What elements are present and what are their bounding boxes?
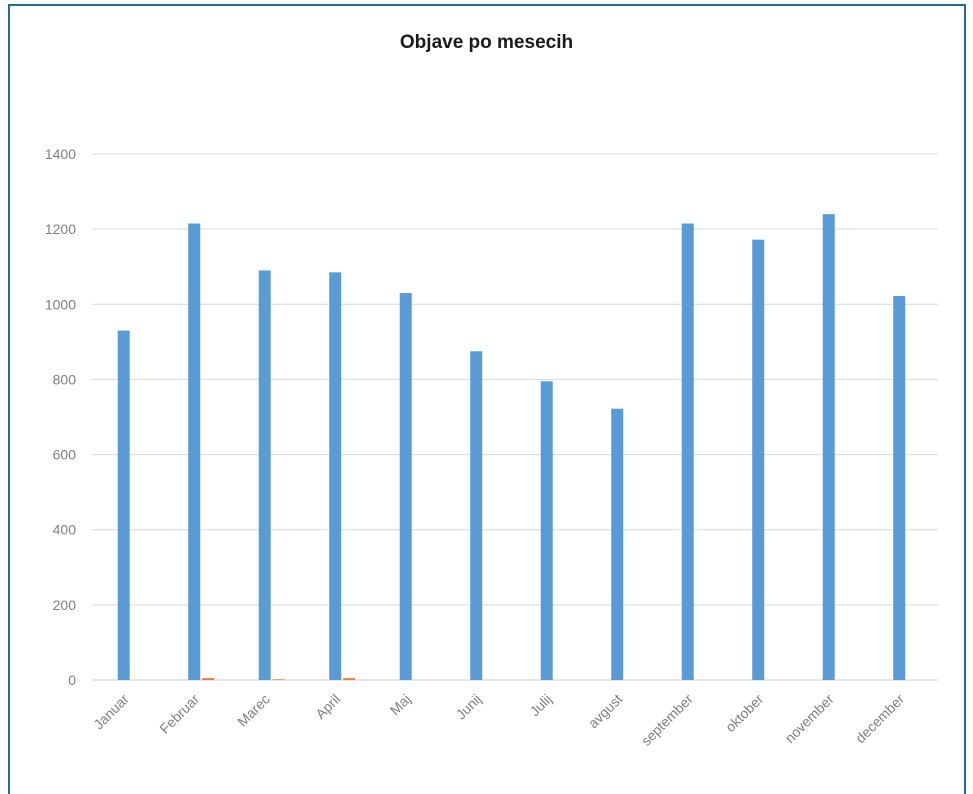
bar-marec-series-2	[272, 679, 285, 680]
bars	[117, 214, 906, 681]
y-tick-label: 200	[53, 597, 77, 613]
y-tick-label: 1200	[45, 221, 76, 237]
x-tick-label-julij: Julij	[526, 691, 554, 719]
bar-april-series-1	[329, 272, 342, 680]
chart-frame	[8, 4, 966, 794]
bar-junij-series-1	[470, 351, 483, 680]
y-tick-label: 800	[53, 371, 77, 387]
y-tick-label: 1400	[45, 146, 76, 162]
x-tick-labels: Januar Februar Marec April Maj Junij Julij avgu…	[90, 691, 907, 749]
x-tick-label-april: April	[312, 691, 343, 722]
x-tick-label-januar: Januar	[90, 691, 132, 733]
bar-februar-series-2	[202, 678, 215, 680]
bar-marec-series-1	[258, 270, 271, 680]
bar-maj-series-1	[399, 293, 412, 680]
y-tick-label: 400	[53, 522, 77, 538]
x-tick-label-december: december	[852, 691, 908, 747]
y-tick-labels: 0 200 400 600 800 1000 1200 1400	[45, 146, 76, 688]
bar-december-series-1	[893, 296, 906, 680]
x-tick-label-oktober: oktober	[722, 691, 767, 736]
chart-title: Objave po mesecih	[399, 32, 574, 53]
bar-januar-series-1	[117, 330, 130, 680]
bar-februar-series-1	[188, 223, 201, 680]
bar-julij-series-1	[540, 381, 553, 680]
x-tick-label-februar: Februar	[156, 691, 202, 737]
bar-september-series-1	[681, 223, 694, 680]
bar-april-series-2	[343, 678, 356, 680]
x-tick-label-marec: Marec	[234, 691, 273, 730]
bar-november-series-1	[822, 214, 835, 680]
x-tick-label-junij: Junij	[453, 691, 485, 723]
x-tick-label-maj: Maj	[387, 691, 414, 718]
x-tick-label-avgust: avgust	[585, 691, 626, 732]
y-tick-label: 0	[68, 672, 76, 688]
x-tick-label-september: september	[638, 691, 696, 749]
gridlines	[92, 153, 938, 681]
y-tick-label: 600	[53, 447, 77, 463]
x-tick-label-november: november	[782, 691, 838, 747]
y-tick-label: 1000	[45, 296, 76, 312]
bar-oktober-series-1	[752, 239, 765, 681]
bar-avgust-series-1	[611, 408, 624, 680]
